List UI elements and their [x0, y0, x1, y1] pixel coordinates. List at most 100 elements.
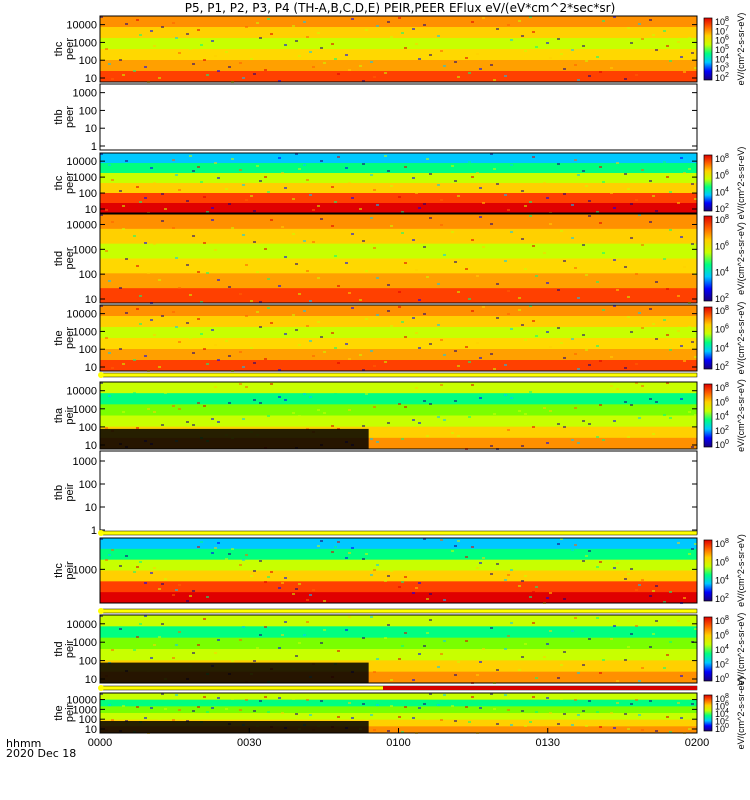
speckle — [504, 260, 507, 262]
speckle — [105, 337, 108, 339]
speckle — [317, 409, 320, 411]
speckle — [267, 711, 270, 713]
speckle — [521, 324, 524, 326]
speckle — [323, 248, 326, 250]
speckle — [158, 588, 161, 590]
colorbar-tick-label: 100 — [715, 723, 729, 734]
quality-flag-bar-red — [383, 686, 697, 690]
speckle — [306, 36, 309, 38]
speckle — [610, 385, 613, 387]
speckle — [596, 56, 599, 58]
speckle — [457, 76, 460, 78]
y-tick-label: 10 — [85, 674, 97, 686]
energy-band — [100, 706, 697, 714]
speckle — [529, 16, 532, 18]
speckle — [398, 196, 401, 198]
speckle — [242, 559, 245, 561]
speckle — [638, 714, 641, 716]
speckle — [200, 333, 203, 335]
colorbar-tick-label: 104 — [715, 267, 729, 278]
speckle — [334, 201, 337, 203]
speckle — [465, 640, 468, 642]
energy-band — [100, 592, 697, 604]
speckle — [158, 77, 161, 79]
speckle — [253, 570, 256, 572]
speckle — [161, 424, 164, 426]
colorbar-tick-label: 108 — [715, 305, 729, 316]
speckle — [298, 344, 301, 346]
y-tick-label: 1000 — [73, 704, 97, 716]
speckle — [493, 368, 496, 370]
y-tick-label: 10 — [85, 294, 97, 306]
speckle — [267, 191, 270, 193]
speckle — [337, 541, 340, 543]
speckle — [376, 658, 379, 660]
speckle — [577, 539, 580, 541]
speckle — [384, 637, 387, 639]
speckle — [596, 711, 599, 713]
speckle — [105, 427, 108, 429]
speckle — [172, 719, 175, 721]
colorbar — [703, 215, 713, 302]
speckle — [663, 161, 666, 163]
speckle — [348, 69, 351, 71]
speckle — [133, 235, 136, 237]
speckle — [203, 405, 206, 407]
speckle — [585, 274, 588, 276]
speckle — [200, 44, 203, 46]
speckle — [471, 546, 474, 548]
speckle — [253, 362, 256, 364]
speckle — [384, 155, 387, 157]
speckle — [663, 601, 666, 603]
speckle — [125, 312, 128, 314]
speckle — [147, 408, 150, 410]
colorbar-tick-label: 108 — [715, 382, 729, 393]
y-tick-label: 1000 — [73, 172, 97, 184]
speckle — [404, 576, 407, 578]
speckle — [228, 402, 231, 404]
speckle — [638, 312, 641, 314]
speckle — [401, 232, 404, 234]
speckle — [370, 714, 373, 716]
speckle — [317, 655, 320, 657]
speckle — [239, 639, 242, 641]
speckle — [250, 347, 253, 349]
speckle — [440, 384, 443, 386]
colorbar-tick-label: 106 — [715, 556, 729, 567]
speckle — [691, 341, 694, 343]
speckle — [521, 238, 524, 240]
speckle — [150, 657, 153, 659]
speckle — [521, 190, 524, 192]
speckle — [281, 318, 284, 320]
speckle — [610, 572, 613, 574]
speckle — [270, 219, 273, 221]
y-tick-label: 100 — [79, 656, 97, 668]
speckle — [365, 178, 368, 180]
energy-band — [100, 258, 697, 274]
speckle — [278, 369, 281, 371]
speckle — [683, 360, 686, 362]
colorbar-tick-label: 107 — [715, 25, 729, 36]
speckle — [630, 331, 633, 333]
speckle — [186, 264, 189, 266]
speckle — [175, 644, 178, 646]
speckle — [454, 674, 457, 676]
speckle — [111, 549, 114, 551]
speckle — [457, 661, 460, 663]
speckle — [365, 29, 368, 31]
colorbar-tick-label: 104 — [715, 708, 729, 719]
speckle — [323, 62, 326, 64]
speckle — [172, 159, 175, 161]
speckle — [557, 677, 560, 679]
speckle — [507, 574, 510, 576]
speckle — [518, 175, 521, 177]
speckle — [136, 265, 139, 267]
speckle — [390, 225, 393, 227]
speckle — [362, 425, 365, 427]
speckle — [521, 35, 524, 37]
speckle — [532, 426, 535, 428]
speckle — [108, 164, 111, 166]
speckle — [599, 166, 602, 168]
speckle — [303, 539, 306, 541]
speckle — [108, 554, 111, 556]
